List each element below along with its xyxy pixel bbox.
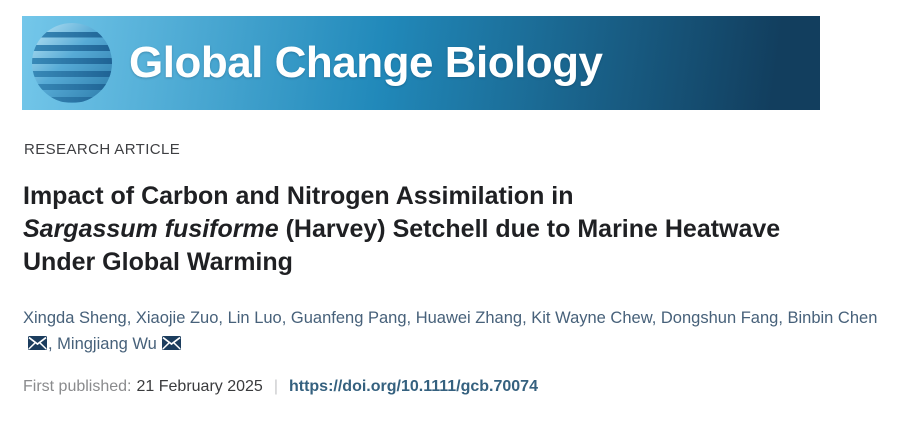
author-separator: , [522,309,532,327]
author-link[interactable]: Lin Luo [227,309,282,327]
author-separator: , [406,309,416,327]
author-separator: , [281,309,291,327]
author-separator: , [651,309,661,327]
title-line-2-rest: (Harvey) Setchell due to Marine Heatwave [278,215,781,243]
author-link[interactable]: Dongshun Fang [660,309,779,327]
article-category: RESEARCH ARTICLE [24,141,181,158]
author-separator: , [126,309,136,327]
article-title: Impact of Carbon and Nitrogen Assimilati… [23,180,895,279]
journal-banner[interactable]: Global Change Biology [22,16,820,110]
publication-info: First published: 21 February 2025 | https:/… [23,378,912,396]
species-name: Sargassum fusiforme [23,215,279,243]
title-line-1: Impact of Carbon and Nitrogen Assimilati… [23,182,574,210]
author-link[interactable]: Huawei Zhang [415,309,523,327]
first-published-label: First published: [23,378,132,395]
article-header-page: Global Change Biology RESEARCH ARTICLE I… [0,16,912,421]
separator-pipe: | [273,378,278,395]
author-link[interactable]: Mingjiang Wu [57,335,157,353]
author-list: Xingda Sheng, Xiaojie Zuo, Lin Luo, Guan… [23,305,892,357]
published-date: 21 February 2025 [136,378,263,395]
author-link[interactable]: Binbin Chen [787,309,878,327]
envelope-icon[interactable] [161,336,181,350]
journal-title: Global Change Biology [129,38,603,87]
author-link[interactable]: Kit Wayne Chew [531,309,652,327]
title-line-2: Sargassum fusiforme (Harvey) Setchell du… [23,213,895,246]
author-separator: , [218,309,228,327]
author-link[interactable]: Xingda Sheng [23,309,127,327]
title-line-3: Under Global Warming [23,248,293,276]
author-separator: , [48,335,58,353]
doi-link[interactable]: https://doi.org/10.1111/gcb.70074 [288,378,538,395]
author-separator: , [778,309,788,327]
author-link[interactable]: Guanfeng Pang [290,309,407,327]
author-link[interactable]: Xiaojie Zuo [135,309,219,327]
envelope-icon[interactable] [28,336,47,350]
globe-icon [30,21,114,105]
